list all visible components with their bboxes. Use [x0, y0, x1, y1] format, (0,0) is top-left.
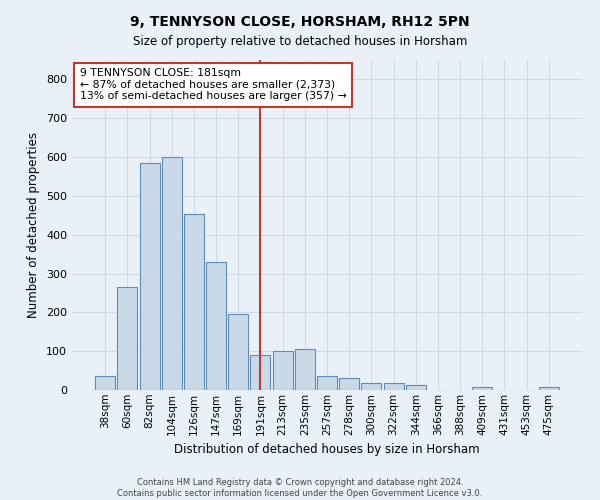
Bar: [118, 287, 137, 390]
Bar: [272, 351, 293, 390]
Text: 9 TENNYSON CLOSE: 181sqm
← 87% of detached houses are smaller (2,373)
13% of sem: 9 TENNYSON CLOSE: 181sqm ← 87% of detach…: [80, 68, 346, 102]
Bar: [140, 163, 160, 390]
Bar: [228, 314, 248, 390]
Text: 9, TENNYSON CLOSE, HORSHAM, RH12 5PN: 9, TENNYSON CLOSE, HORSHAM, RH12 5PN: [130, 15, 470, 29]
Bar: [95, 376, 115, 390]
Bar: [383, 384, 404, 390]
X-axis label: Distribution of detached houses by size in Horsham: Distribution of detached houses by size …: [174, 443, 480, 456]
Bar: [295, 349, 315, 390]
Bar: [317, 376, 337, 390]
Bar: [250, 355, 271, 390]
Bar: [472, 388, 492, 390]
Bar: [406, 386, 426, 390]
Y-axis label: Number of detached properties: Number of detached properties: [28, 132, 40, 318]
Bar: [206, 262, 226, 390]
Text: Size of property relative to detached houses in Horsham: Size of property relative to detached ho…: [133, 35, 467, 48]
Bar: [361, 384, 382, 390]
Bar: [539, 387, 559, 390]
Bar: [162, 157, 182, 390]
Bar: [339, 378, 359, 390]
Text: Contains HM Land Registry data © Crown copyright and database right 2024.
Contai: Contains HM Land Registry data © Crown c…: [118, 478, 482, 498]
Bar: [184, 214, 204, 390]
